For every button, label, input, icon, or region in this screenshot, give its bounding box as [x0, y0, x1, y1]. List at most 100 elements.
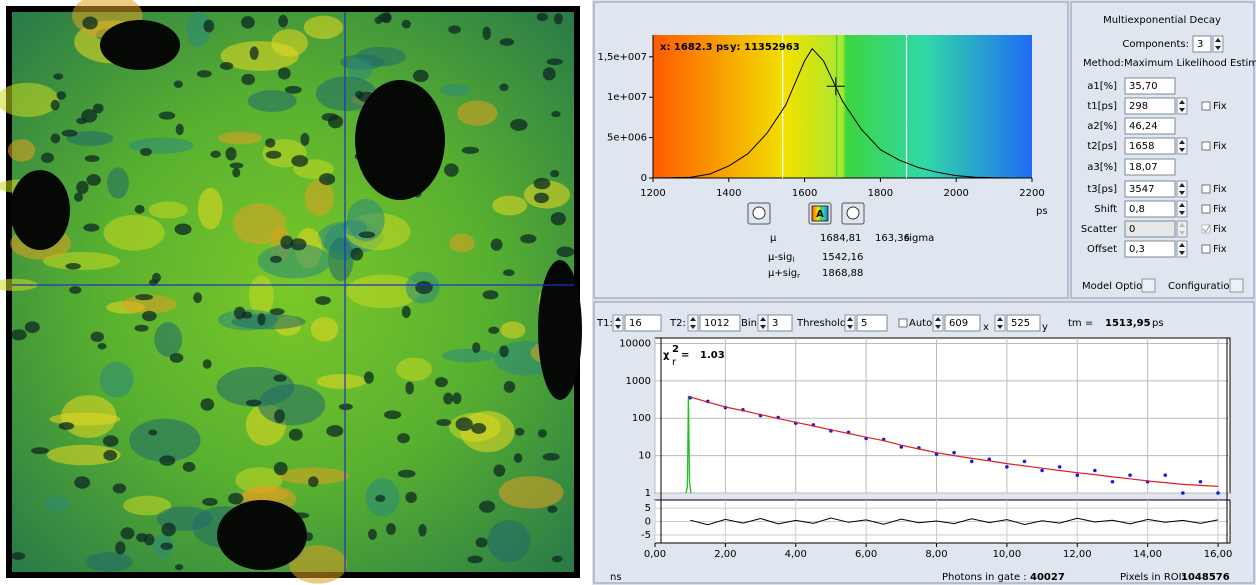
spinner[interactable] — [1176, 180, 1188, 198]
param-input[interactable] — [1124, 180, 1176, 198]
tissue-patch — [492, 195, 528, 216]
x-unit: ps — [1036, 206, 1048, 217]
fix-checkbox[interactable] — [1201, 101, 1211, 111]
spinner[interactable] — [1212, 35, 1224, 53]
spinner-arrows — [615, 317, 621, 329]
spinner[interactable] — [1176, 137, 1188, 155]
fix-checkbox[interactable] — [1201, 141, 1211, 151]
nucleus — [202, 497, 218, 506]
pixels-label: Pixels in ROI: — [1120, 572, 1185, 583]
plot-background — [653, 35, 1032, 178]
tissue-patch — [241, 486, 289, 502]
nucleus — [479, 500, 496, 513]
nucleus — [482, 26, 491, 40]
tissue-patch — [220, 41, 299, 71]
param-input[interactable] — [1124, 97, 1176, 115]
fix-label: Fix — [1213, 141, 1227, 152]
pos-input[interactable] — [1006, 314, 1041, 332]
tissue-patch — [129, 137, 194, 154]
nucleus — [338, 403, 353, 411]
fix-checkbox[interactable] — [1201, 204, 1211, 214]
param-input[interactable] — [1124, 200, 1176, 218]
fix-label: Fix — [1213, 101, 1227, 112]
param-input[interactable] — [1124, 240, 1176, 258]
spinner[interactable] — [1176, 220, 1188, 238]
mu-label: µ — [770, 233, 777, 244]
spinner[interactable] — [932, 314, 944, 332]
nucleus — [158, 111, 176, 120]
data-point — [987, 457, 992, 462]
configurations-button[interactable] — [1229, 278, 1244, 293]
spinner[interactable] — [844, 314, 856, 332]
y-tick-label: 100 — [632, 413, 651, 424]
fix-label: Fix — [1213, 224, 1227, 235]
nucleus — [203, 19, 215, 33]
nucleus — [97, 342, 107, 350]
param-label: Shift — [1094, 204, 1117, 215]
stat-label: µ+sigr — [768, 268, 800, 280]
nucleus — [83, 223, 100, 232]
nucleus — [368, 528, 377, 540]
nucleus — [220, 61, 234, 70]
nucleus — [288, 428, 303, 441]
tissue-patch — [449, 233, 475, 253]
stat-symbol: µ-sig — [768, 252, 792, 263]
nucleus — [273, 461, 288, 476]
pos-input[interactable] — [944, 314, 981, 332]
data-point — [1216, 491, 1220, 495]
configurations: Configurations — [1168, 281, 1241, 292]
fix-checkbox[interactable] — [1201, 184, 1211, 194]
nucleus — [542, 452, 560, 461]
auto-checkbox[interactable] — [898, 318, 908, 328]
param-input — [1124, 220, 1176, 238]
param-value: 3547 — [1129, 184, 1154, 195]
param-input[interactable] — [1124, 158, 1176, 176]
field-input[interactable] — [624, 314, 662, 332]
nucleus — [225, 147, 237, 161]
nucleus — [533, 177, 551, 190]
spinner[interactable] — [1176, 97, 1188, 115]
data-point — [952, 450, 956, 455]
stat-sub: r — [797, 272, 800, 280]
nucleus — [159, 455, 176, 466]
x-tick-label: 2000 — [943, 188, 968, 199]
nucleus — [397, 469, 416, 478]
nucleus — [50, 99, 60, 111]
field-input[interactable] — [856, 314, 888, 332]
chi-eq: = — [681, 350, 689, 361]
model-options-button[interactable] — [1141, 278, 1156, 293]
field-input[interactable] — [699, 314, 741, 332]
stat-symbol: µ+sig — [768, 268, 797, 279]
nucleus — [134, 324, 149, 332]
param-input[interactable] — [1124, 117, 1176, 135]
nucleus — [115, 541, 126, 555]
fix-checkbox[interactable] — [1201, 244, 1211, 254]
spinner[interactable] — [994, 314, 1006, 332]
tissue-patch — [442, 348, 495, 363]
dark-region — [538, 260, 582, 400]
param-input[interactable] — [1124, 77, 1176, 95]
spinner-arrows — [1179, 243, 1185, 255]
spinner[interactable] — [687, 314, 699, 332]
nucleus — [61, 129, 78, 137]
param-label: a3[%] — [1087, 162, 1117, 173]
tissue-patch — [103, 215, 165, 251]
stat-value: 1542,16 — [822, 252, 863, 263]
nucleus — [326, 425, 344, 437]
nucleus — [533, 192, 549, 204]
field-input[interactable] — [767, 314, 793, 332]
nucleus — [233, 306, 246, 320]
nucleus — [76, 180, 89, 195]
spinner[interactable] — [1176, 200, 1188, 218]
pos-value: 609 — [949, 318, 968, 329]
nucleus — [65, 263, 81, 270]
components-input[interactable] — [1192, 35, 1212, 53]
nucleus — [241, 73, 256, 86]
param-input[interactable] — [1124, 137, 1176, 155]
x-tick-label: 8,00 — [925, 549, 947, 560]
spinner[interactable] — [1176, 240, 1188, 258]
spinner[interactable] — [612, 314, 624, 332]
zoom-icon — [846, 206, 860, 220]
nucleus — [134, 204, 145, 214]
x-tick-label: 1400 — [716, 188, 741, 199]
